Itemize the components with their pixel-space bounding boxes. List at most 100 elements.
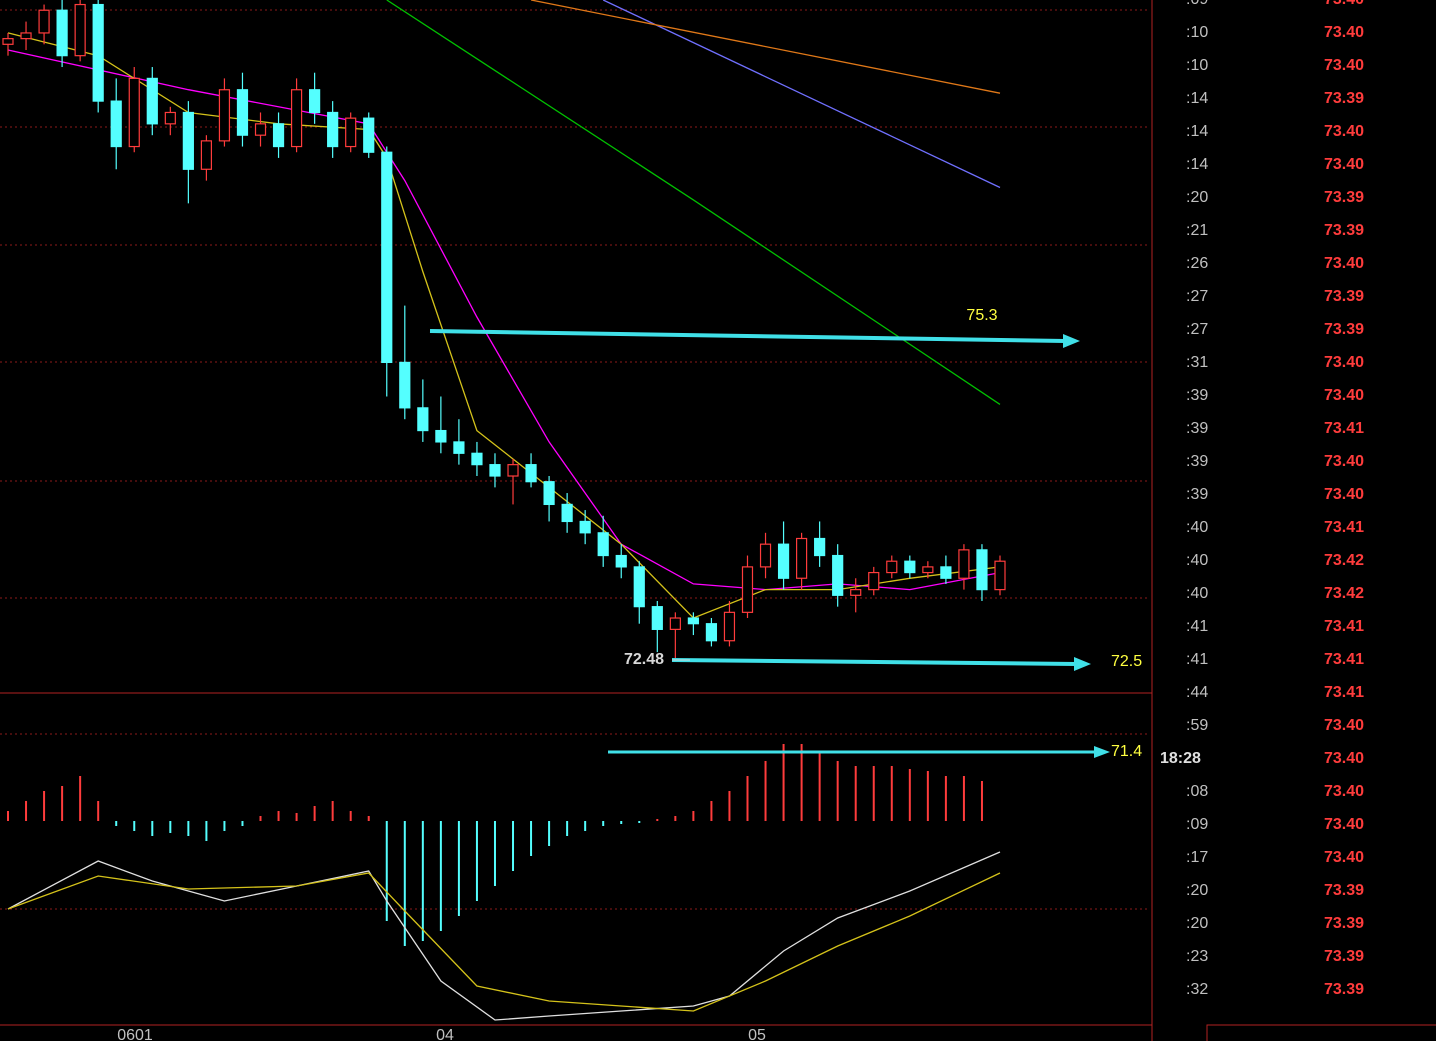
candle-body bbox=[345, 117, 357, 148]
candle-body bbox=[254, 123, 267, 136]
candle-body bbox=[74, 3, 86, 57]
tick-price: 73.39 bbox=[1324, 222, 1364, 239]
arrow-head bbox=[1063, 334, 1080, 348]
candle-body bbox=[236, 89, 249, 136]
tick-price: 73.39 bbox=[1324, 882, 1364, 899]
candle-body bbox=[579, 520, 591, 534]
candle-body bbox=[56, 9, 68, 57]
arrow-head bbox=[1094, 746, 1110, 758]
candle-body bbox=[20, 32, 32, 40]
candle-body bbox=[777, 543, 790, 579]
candle-body bbox=[182, 111, 194, 170]
line-series bbox=[7, 851, 1001, 1021]
candle-body bbox=[417, 407, 429, 432]
candle-body bbox=[381, 151, 393, 364]
tick-price: 73.40 bbox=[1324, 123, 1364, 140]
tick-time: :14 bbox=[1186, 156, 1208, 173]
tick-price: 73.40 bbox=[1324, 717, 1364, 734]
tick-price: 73.40 bbox=[1324, 816, 1364, 833]
candle-body bbox=[92, 3, 104, 102]
tick-time: :20 bbox=[1186, 915, 1208, 932]
candle-body bbox=[669, 617, 681, 630]
candle-body bbox=[615, 554, 627, 568]
line-series bbox=[386, 0, 1001, 405]
candle-body bbox=[705, 623, 718, 642]
tick-price: 73.41 bbox=[1324, 618, 1364, 635]
tick-price: 73.39 bbox=[1324, 90, 1364, 107]
candle-body bbox=[795, 537, 808, 579]
candle-body bbox=[309, 89, 321, 114]
tick-price: 73.39 bbox=[1324, 288, 1364, 305]
tick-price: 73.40 bbox=[1324, 387, 1364, 404]
candle-body bbox=[759, 543, 772, 568]
candle-body bbox=[886, 560, 898, 574]
tick-price: 73.40 bbox=[1324, 783, 1364, 800]
tick-time: :09 bbox=[1186, 0, 1208, 8]
x-tick-label: 05 bbox=[748, 1027, 766, 1041]
tick-price: 73.40 bbox=[1324, 453, 1364, 470]
candle-body bbox=[290, 89, 303, 148]
tick-time: :27 bbox=[1186, 288, 1208, 305]
tick-time: :39 bbox=[1186, 420, 1208, 437]
annotation: 72.5 bbox=[1111, 653, 1142, 670]
x-tick-label: 04 bbox=[436, 1027, 454, 1041]
tick-price: 73.40 bbox=[1324, 0, 1364, 8]
tick-time: 18:28 bbox=[1160, 750, 1201, 767]
candle-body bbox=[146, 77, 158, 125]
candle-body bbox=[904, 560, 916, 574]
arrow-head bbox=[1074, 657, 1091, 671]
candle-body bbox=[561, 503, 573, 523]
low-label: 72.48 bbox=[624, 651, 664, 668]
tick-time: :41 bbox=[1186, 618, 1208, 635]
candle-body bbox=[940, 566, 952, 579]
x-tick-label: 0601 bbox=[117, 1027, 153, 1041]
candle-body bbox=[128, 77, 140, 148]
tick-time: :40 bbox=[1186, 519, 1208, 536]
tick-price: 73.39 bbox=[1324, 189, 1364, 206]
line-series bbox=[7, 32, 1001, 619]
candle-body bbox=[922, 566, 934, 574]
tick-time: :20 bbox=[1186, 189, 1208, 206]
tick-price: 73.41 bbox=[1324, 420, 1364, 437]
candle-body bbox=[832, 554, 844, 596]
candle-body bbox=[453, 441, 465, 454]
candle-body bbox=[399, 361, 411, 409]
line-series bbox=[7, 872, 1001, 1012]
candle-body bbox=[543, 481, 555, 506]
tick-list: :09 73.40:10 73.40:10 73.40:14 73.39:14 73.40… bbox=[1160, 0, 1364, 998]
line-series bbox=[602, 0, 1001, 189]
tick-time: :39 bbox=[1186, 387, 1208, 404]
tick-time: :21 bbox=[1186, 222, 1208, 239]
candle-body bbox=[741, 566, 754, 613]
tick-time: :40 bbox=[1186, 585, 1208, 602]
candle-body bbox=[327, 111, 339, 148]
tick-time: :27 bbox=[1186, 321, 1208, 338]
tick-time: :09 bbox=[1186, 816, 1208, 833]
x-axis: 0601 04 05 bbox=[117, 1027, 766, 1041]
tick-price: 73.40 bbox=[1324, 156, 1364, 173]
tick-price: 73.41 bbox=[1324, 651, 1364, 668]
tick-time: :23 bbox=[1186, 948, 1208, 965]
tick-price: 73.39 bbox=[1324, 915, 1364, 932]
tick-price: 73.40 bbox=[1324, 24, 1364, 41]
candle-body bbox=[218, 89, 231, 142]
candle-body bbox=[597, 532, 609, 557]
candle-body bbox=[164, 111, 176, 125]
candle-body bbox=[651, 606, 663, 630]
candle-body bbox=[471, 452, 483, 466]
tick-price: 73.42 bbox=[1324, 552, 1364, 569]
tick-time: :10 bbox=[1186, 24, 1208, 41]
tick-time: :17 bbox=[1186, 849, 1208, 866]
tick-time: :26 bbox=[1186, 255, 1208, 272]
candle-body bbox=[994, 560, 1006, 591]
tick-time: :32 bbox=[1186, 981, 1208, 998]
tick-price: 73.42 bbox=[1324, 585, 1364, 602]
candle-body bbox=[200, 140, 212, 170]
tick-time: :31 bbox=[1186, 354, 1208, 371]
candle-body bbox=[687, 617, 699, 625]
tick-price: 73.40 bbox=[1324, 354, 1364, 371]
tick-price: 73.39 bbox=[1324, 948, 1364, 965]
tick-time: :59 bbox=[1186, 717, 1208, 734]
